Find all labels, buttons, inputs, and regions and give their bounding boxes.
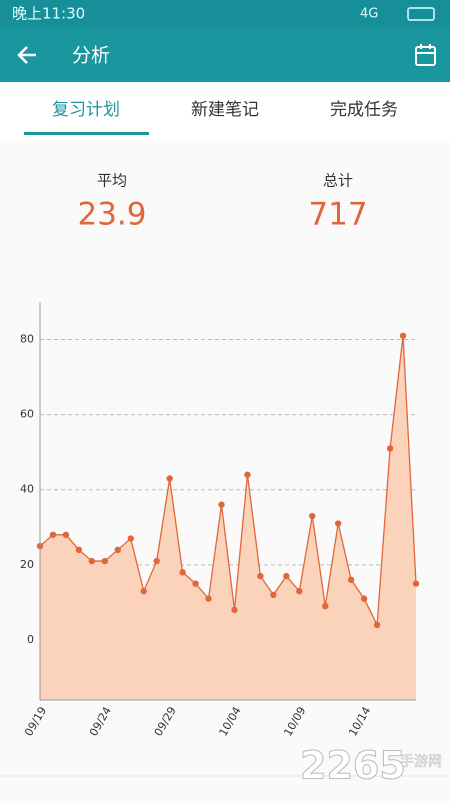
status-bar [0,0,450,28]
point [283,572,290,580]
tab-indicator [24,132,149,135]
watermark-brand: 2265 [300,744,406,788]
point [270,591,277,599]
point [386,445,394,452]
point [296,587,303,595]
back-button[interactable] [17,46,36,64]
point [347,576,355,584]
app-bar [0,28,450,82]
point [309,512,316,520]
x-tick-label: 09/24 [87,705,114,739]
point [179,569,186,576]
point [360,595,368,602]
y-tick-label: 40 [20,483,34,496]
point [257,572,264,580]
point [114,546,121,554]
x-tick-label: 09/19 [22,705,49,739]
y-tick-label: 80 [20,333,34,346]
y-tick-label: 0 [27,633,34,646]
x-tick-label: 10/14 [346,705,373,739]
point [62,531,70,538]
battery-icon [407,7,435,21]
stat-label: 平均 [97,172,127,190]
y-tick-label: 20 [20,558,34,571]
point [88,557,96,565]
stat-label: 总计 [323,172,353,190]
chart: 0 20 40 60 80 09/19 09/24 09/29 10/04 10/09 10/14 [20,302,420,739]
point [153,557,160,565]
status-network: 4G [360,7,378,22]
x-tick-label: 09/29 [152,705,179,739]
point [140,587,147,595]
point [399,332,407,339]
watermark-text: 手游网 [400,754,442,770]
stat-value: 23.9 [77,197,146,233]
point [244,471,251,478]
y-tick-label: 60 [20,408,34,421]
point [49,531,57,538]
status-time: 晚上11:30 [12,5,85,23]
x-tick-label: 10/09 [281,705,308,739]
point [218,501,225,508]
tab[interactable]: 完成任务 [330,100,398,120]
x-tick-label: 10/04 [217,705,244,739]
point [335,520,342,527]
point [127,535,134,542]
area [40,335,416,700]
tab-active[interactable]: 复习计划 [52,100,120,120]
point [373,621,381,629]
point [205,595,212,602]
tab-bar [0,82,450,140]
point [166,475,173,482]
point [231,606,238,614]
point [75,546,83,554]
point [412,580,420,587]
point [101,557,109,565]
stat-value: 717 [308,197,367,233]
point [192,580,199,587]
app-title: 分析 [72,45,110,67]
point [322,602,329,610]
calendar-button[interactable] [415,44,436,66]
tab[interactable]: 新建笔记 [191,100,259,120]
